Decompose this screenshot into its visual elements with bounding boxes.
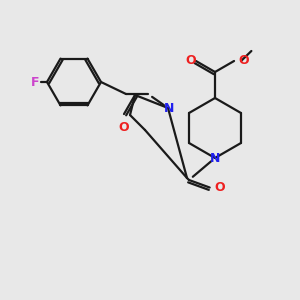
Text: O: O bbox=[186, 55, 196, 68]
Text: O: O bbox=[238, 55, 249, 68]
Text: F: F bbox=[31, 76, 39, 88]
Text: N: N bbox=[164, 101, 174, 115]
Text: N: N bbox=[210, 152, 220, 164]
Text: O: O bbox=[215, 181, 225, 194]
Text: O: O bbox=[119, 121, 129, 134]
